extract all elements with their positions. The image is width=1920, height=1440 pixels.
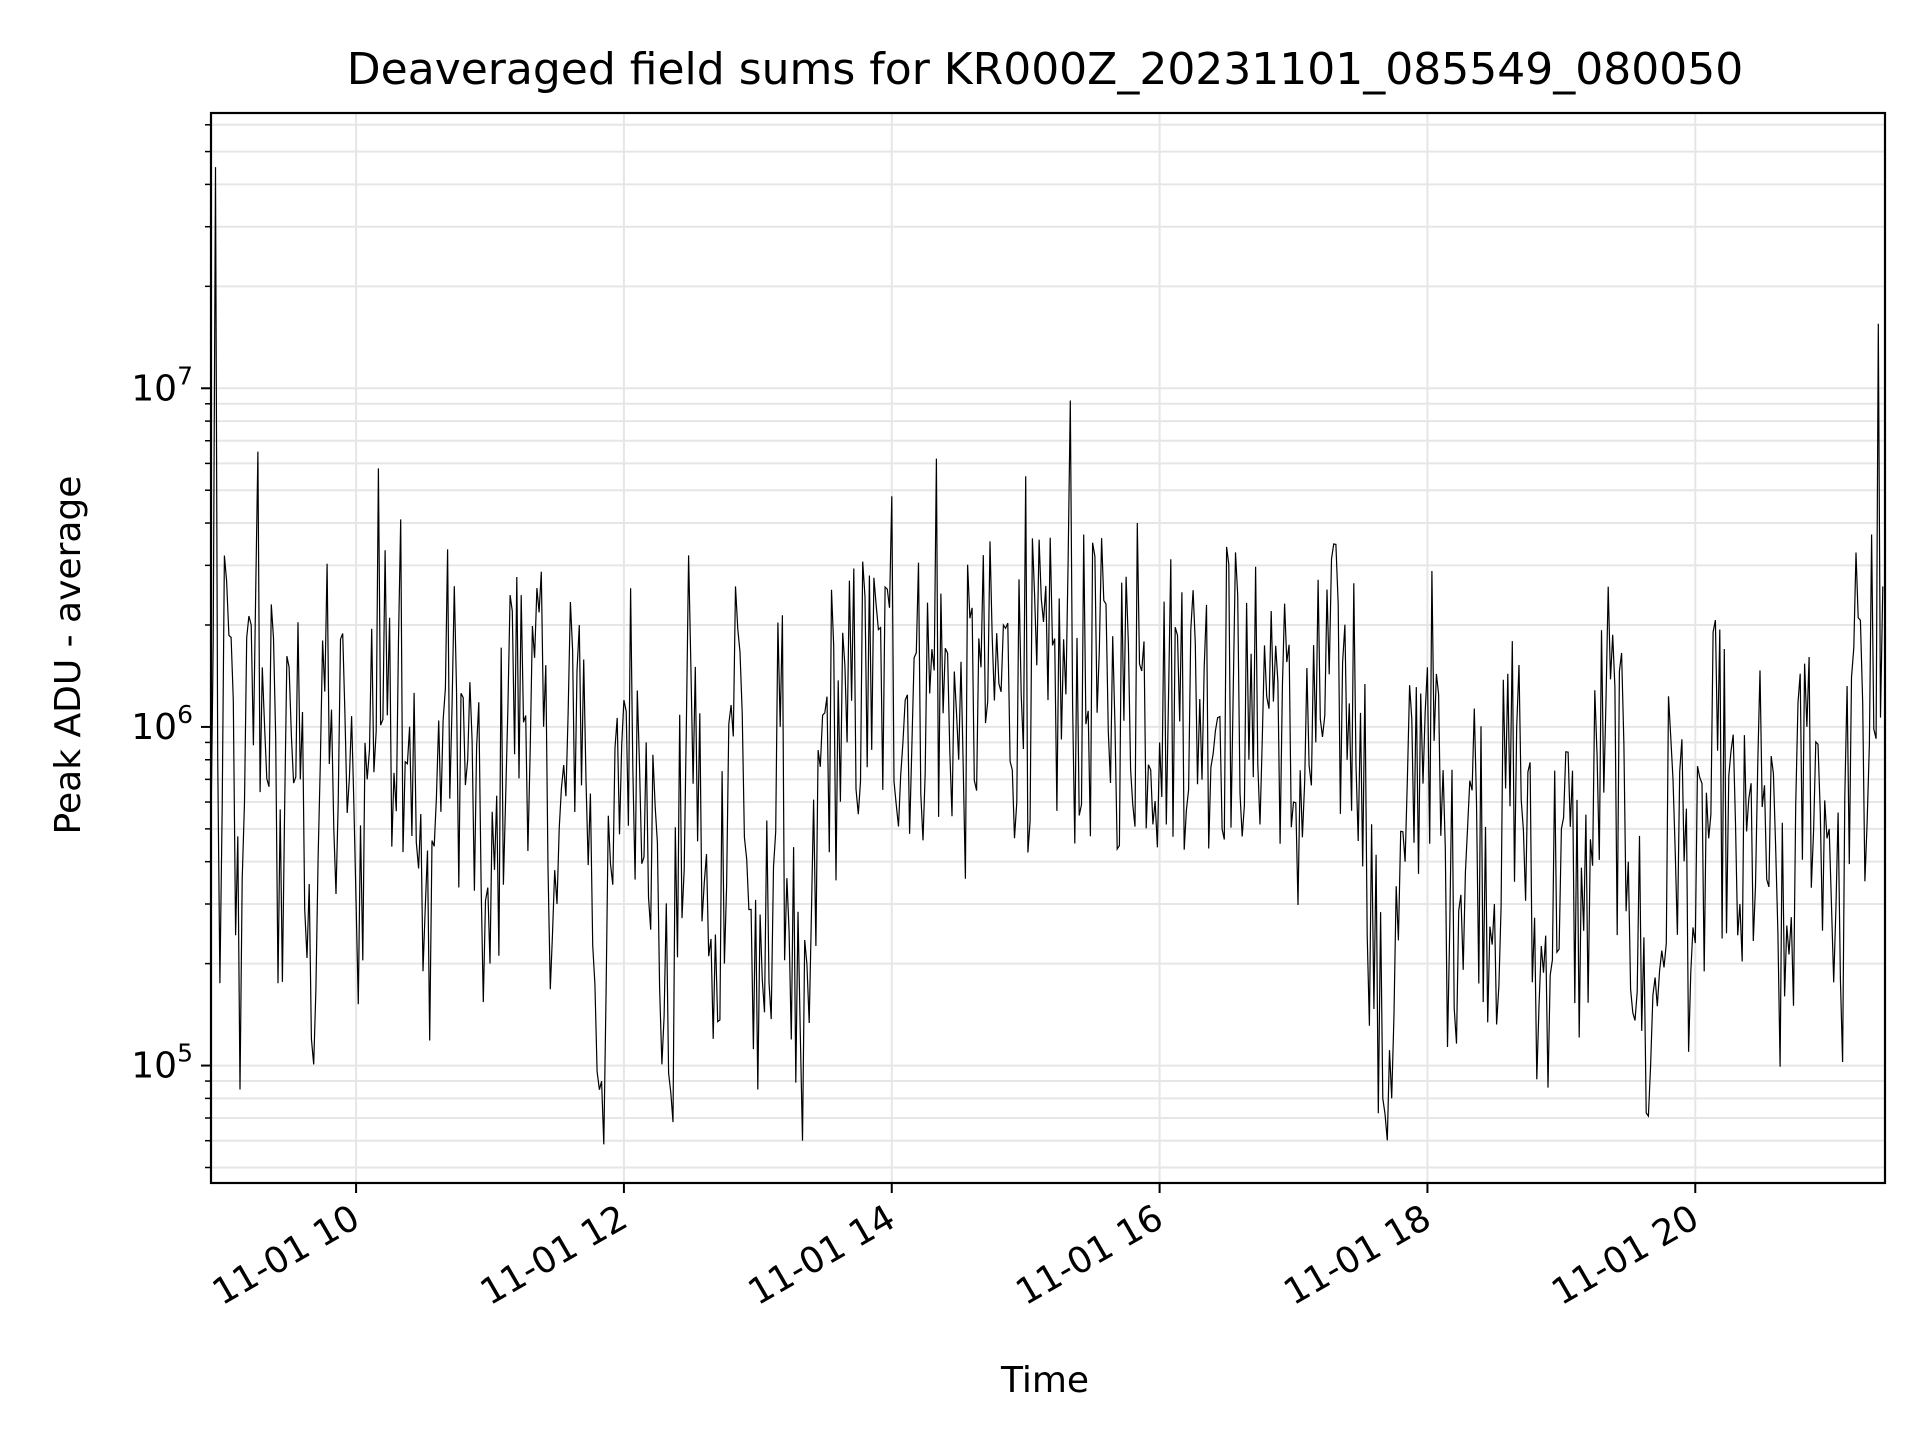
chart-title: Deaveraged field sums for KR000Z_2023110… <box>347 44 1743 95</box>
x-axis-label: Time <box>1000 1360 1089 1401</box>
y-grid <box>211 123 1885 1169</box>
plot-area-frame <box>209 111 1887 1185</box>
y-axis: 105 106 107 <box>131 124 211 1169</box>
y-tick-label: 107 <box>131 361 193 409</box>
series-line <box>210 167 1884 1145</box>
y-tick-label: 106 <box>131 700 193 748</box>
y-axis-label: Peak ADU - average <box>48 476 89 835</box>
x-grid <box>355 113 1697 1183</box>
y-tick-label: 105 <box>131 1039 193 1087</box>
series-layer <box>210 167 1884 1145</box>
